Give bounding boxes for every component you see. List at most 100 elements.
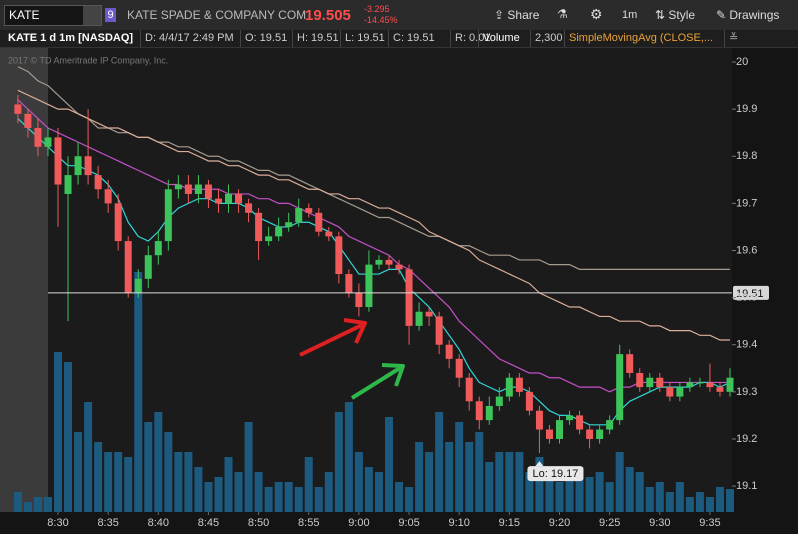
candle-body [616, 354, 624, 421]
volume-bar [605, 482, 614, 512]
candle-body [255, 212, 263, 242]
premarket-shade [0, 46, 48, 512]
candle-body [204, 184, 212, 199]
candle-body [325, 231, 333, 237]
volume-bar [224, 457, 233, 512]
volume-bar [655, 482, 664, 512]
y-tick-label: 19.8 [736, 150, 757, 162]
red-arrow [299, 323, 363, 357]
x-tick-label: 8:35 [97, 517, 118, 529]
candle-body [495, 396, 503, 406]
candle-body [596, 429, 604, 439]
candle-body [194, 184, 202, 194]
price-tag [733, 285, 769, 300]
volume-bar [344, 402, 353, 512]
y-tick-label: 19.6 [736, 244, 757, 256]
volume-bar [114, 452, 123, 512]
volume-bar [314, 487, 323, 512]
volume-bar [465, 442, 474, 512]
x-tick-label: 8:55 [298, 517, 319, 529]
candle-body [525, 391, 533, 411]
volume-bar [334, 412, 343, 512]
moving-average [17, 89, 731, 341]
candle-body [455, 358, 463, 378]
share-button[interactable]: ⇪ Share [494, 8, 540, 22]
candle-body [716, 387, 724, 392]
candle-body [124, 241, 132, 293]
volume-bar [74, 432, 83, 512]
volume-bar [555, 482, 564, 512]
candle-body [345, 274, 353, 293]
candle-body [586, 429, 594, 439]
candle-body [535, 410, 543, 430]
candle-body [365, 264, 373, 308]
volume-bar [43, 497, 52, 512]
studies-button[interactable]: ⚗ [557, 7, 568, 21]
candle-body [24, 113, 32, 128]
volume-bar [726, 489, 735, 512]
volume-bar [535, 457, 544, 512]
moving-average [17, 99, 731, 393]
candle-body [545, 429, 553, 439]
candle-body [315, 212, 323, 232]
volume-bar [294, 487, 303, 512]
x-tick-label: 9:20 [549, 517, 570, 529]
link-badge[interactable]: 9 [105, 8, 116, 22]
time-axis [0, 512, 732, 534]
volume-bar [715, 487, 724, 512]
candle-body [144, 255, 152, 279]
volume-bar [194, 467, 203, 512]
candle-body [285, 222, 293, 227]
volume-bar [54, 352, 62, 512]
candle-body [164, 189, 172, 242]
x-tick-label: 9:05 [398, 517, 419, 529]
volume-bar [264, 487, 273, 512]
company-name: KATE SPADE & COMPANY COM [127, 8, 307, 22]
volume-bar [174, 452, 183, 512]
candle-body [505, 377, 513, 397]
green-arrow-head [381, 363, 405, 387]
candle-body [134, 278, 142, 293]
style-button[interactable]: ⇅ Style [655, 8, 696, 22]
volume-bar [495, 452, 504, 512]
volume-bar [374, 472, 383, 512]
volume-bar [615, 452, 624, 512]
drawings-button[interactable]: ✎ Drawings [716, 8, 780, 22]
volume-bar [324, 472, 333, 512]
volume-bar [545, 467, 554, 512]
candle-body [576, 415, 584, 430]
candle-body [214, 198, 222, 204]
candle-body [114, 203, 122, 242]
volume-bar [204, 482, 213, 512]
symbol-dropdown[interactable] [83, 6, 101, 25]
price-layer [14, 66, 734, 454]
volume-bar [234, 472, 243, 512]
interval-button[interactable]: 1m [622, 9, 638, 21]
style-label: Style [668, 8, 696, 22]
volume-bar [635, 472, 644, 512]
volume-bar [94, 442, 103, 512]
candle-body [265, 236, 273, 242]
candle-body [556, 420, 563, 439]
volume-bar [13, 492, 22, 512]
y-tick-label: 19.5 [736, 292, 757, 304]
candle-body [606, 420, 614, 430]
close: C: 19.51 [388, 30, 435, 47]
volume-layer [13, 272, 735, 512]
volume-bar [274, 482, 283, 512]
collapse-button[interactable]: ≚ [724, 30, 798, 47]
y-tick-label: 19.7 [736, 197, 757, 209]
candle-body [335, 236, 343, 275]
candle-body [44, 137, 52, 147]
study-label: SimpleMovingAvg (CLOSE,... [564, 30, 713, 47]
candle-body [485, 405, 493, 421]
volume-bar [354, 452, 363, 512]
low-label: Lo: 19.17 [533, 468, 579, 480]
low: L: 19.51 [340, 30, 385, 47]
volume-bar [415, 442, 424, 512]
symbol-box[interactable]: KATE [4, 5, 102, 26]
settings-button[interactable]: ⚙ [590, 6, 603, 22]
volume-bar [244, 422, 253, 512]
low-box [527, 466, 584, 482]
volume-bar [525, 472, 534, 512]
